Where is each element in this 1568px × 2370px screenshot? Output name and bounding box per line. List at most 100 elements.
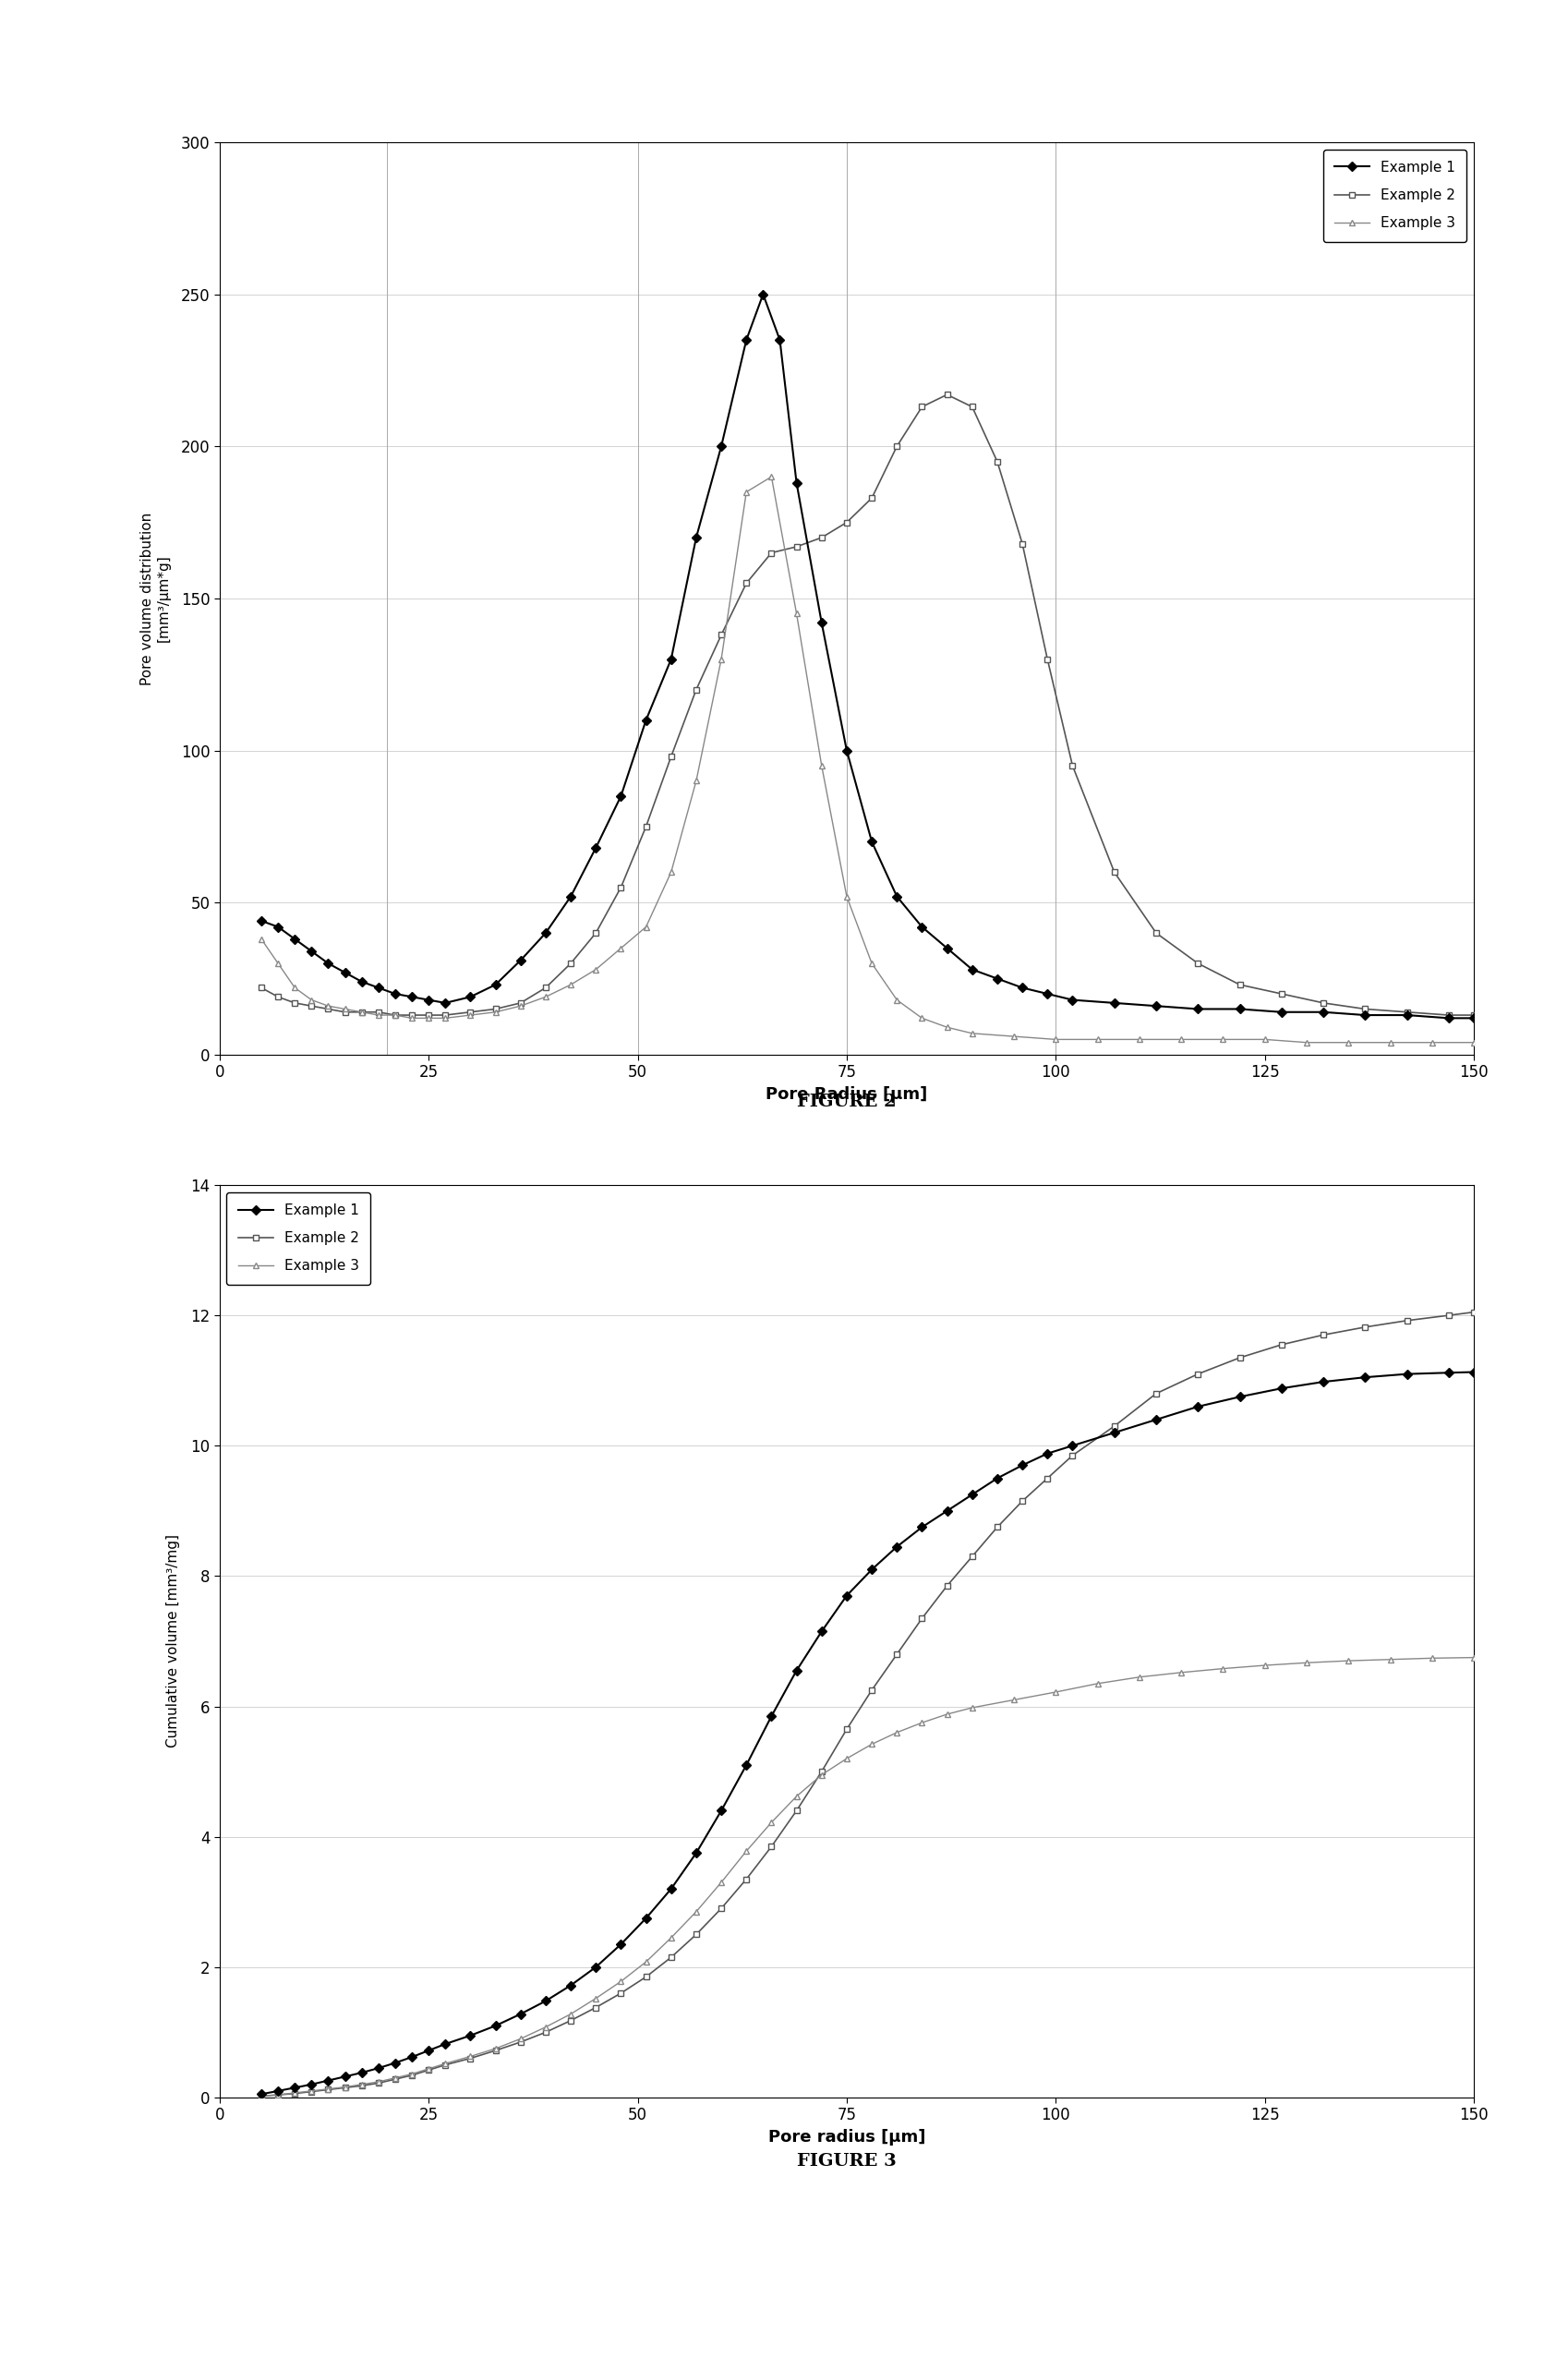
Example 3 xyxy=(419,2055,437,2083)
Example 1 xyxy=(318,948,337,976)
Example 2 xyxy=(252,2081,271,2109)
Example 2 xyxy=(1063,751,1082,780)
Example 2 xyxy=(938,1571,956,1600)
Example 2 xyxy=(403,1000,422,1029)
Example 2 xyxy=(1146,920,1165,948)
Example 3 xyxy=(368,1000,387,1029)
Example 1 xyxy=(419,986,437,1014)
Example 3 xyxy=(913,1709,931,1737)
Example 2 xyxy=(1013,1486,1032,1514)
Example 2 xyxy=(662,1943,681,1972)
Example 3 xyxy=(303,2076,321,2105)
Example 3 xyxy=(386,1000,405,1029)
Example 1 xyxy=(1314,998,1333,1026)
Example 1 xyxy=(252,2081,271,2109)
Example 2 xyxy=(536,2017,555,2045)
Example 1 xyxy=(662,645,681,673)
Example 3 xyxy=(1005,1685,1024,1714)
Example 2 xyxy=(561,2007,580,2036)
Example 1 xyxy=(403,984,422,1012)
Example 1 xyxy=(1465,1358,1483,1386)
Example 3 xyxy=(1131,1664,1149,1692)
Example 3 xyxy=(536,2012,555,2041)
Example 1 xyxy=(687,1839,706,1868)
Example 3 xyxy=(419,1005,437,1033)
Example 3 xyxy=(486,2033,505,2062)
Line: Example 1: Example 1 xyxy=(259,1370,1477,2097)
Example 1 xyxy=(762,1702,781,1730)
Example 3 xyxy=(812,751,831,780)
Example 2 xyxy=(486,995,505,1024)
Example 3 xyxy=(268,948,287,976)
Example 1 xyxy=(303,2071,321,2100)
Example 2 xyxy=(1465,1000,1483,1029)
Example 3 xyxy=(913,1005,931,1033)
Example 3 xyxy=(586,1984,605,2012)
Example 1 xyxy=(318,2067,337,2095)
Example 1 xyxy=(419,2036,437,2064)
Legend: Example 1, Example 2, Example 3: Example 1, Example 2, Example 3 xyxy=(1323,149,1468,242)
Example 3 xyxy=(318,991,337,1019)
Example 2 xyxy=(637,1962,655,1991)
Example 3 xyxy=(1256,1026,1275,1055)
Example 2 xyxy=(913,393,931,422)
Example 3 xyxy=(285,974,304,1003)
Example 2 xyxy=(419,2055,437,2083)
Example 2 xyxy=(268,2081,287,2109)
Text: FIGURE 3: FIGURE 3 xyxy=(797,2152,897,2171)
Example 1 xyxy=(1013,1450,1032,1479)
Legend: Example 1, Example 2, Example 3: Example 1, Example 2, Example 3 xyxy=(226,1192,370,1285)
Example 2 xyxy=(687,1920,706,1948)
Example 3 xyxy=(1046,1026,1065,1055)
Example 2 xyxy=(1105,1413,1124,1441)
Example 1 xyxy=(687,524,706,552)
Example 2 xyxy=(988,448,1007,476)
Example 3 xyxy=(511,2024,530,2052)
Line: Example 2: Example 2 xyxy=(259,391,1477,1019)
Example 1 xyxy=(1397,1000,1416,1029)
Example 2 xyxy=(419,1000,437,1029)
Example 1 xyxy=(1465,1005,1483,1033)
Example 3 xyxy=(687,766,706,794)
Example 1 xyxy=(1105,988,1124,1017)
Example 3 xyxy=(787,600,806,628)
Example 1 xyxy=(461,2022,480,2050)
Example 1 xyxy=(1189,995,1207,1024)
Example 2 xyxy=(1439,1301,1458,1330)
Example 2 xyxy=(612,872,630,901)
Example 1 xyxy=(268,912,287,941)
Example 2 xyxy=(461,2043,480,2071)
Example 1 xyxy=(268,2076,287,2105)
Example 1 xyxy=(1272,998,1290,1026)
Example 2 xyxy=(386,1000,405,1029)
Example 2 xyxy=(862,483,881,512)
Example 1 xyxy=(1038,979,1057,1007)
Example 3 xyxy=(612,1967,630,1996)
Example 1 xyxy=(386,2048,405,2076)
Example 1 xyxy=(336,2062,354,2090)
Example 3 xyxy=(963,1019,982,1048)
Example 1 xyxy=(1356,1000,1375,1029)
Example 2 xyxy=(1189,948,1207,976)
Example 1 xyxy=(1146,1405,1165,1434)
Example 1 xyxy=(770,325,789,353)
Example 1 xyxy=(637,706,655,735)
Example 3 xyxy=(403,1005,422,1033)
Example 2 xyxy=(1314,1320,1333,1349)
Example 3 xyxy=(1088,1026,1107,1055)
Example 3 xyxy=(303,986,321,1014)
Example 3 xyxy=(1171,1026,1190,1055)
Example 2 xyxy=(1272,1330,1290,1358)
Example 1 xyxy=(486,969,505,998)
Example 1 xyxy=(662,1875,681,1903)
Example 2 xyxy=(662,742,681,770)
Example 2 xyxy=(1105,858,1124,886)
Example 3 xyxy=(837,882,856,910)
Example 3 xyxy=(938,1699,956,1728)
Example 3 xyxy=(252,2081,271,2109)
Example 1 xyxy=(561,882,580,910)
Text: FIGURE 2: FIGURE 2 xyxy=(797,1093,897,1112)
Example 2 xyxy=(436,2050,455,2078)
Example 1 xyxy=(887,1533,906,1562)
Example 2 xyxy=(561,948,580,976)
